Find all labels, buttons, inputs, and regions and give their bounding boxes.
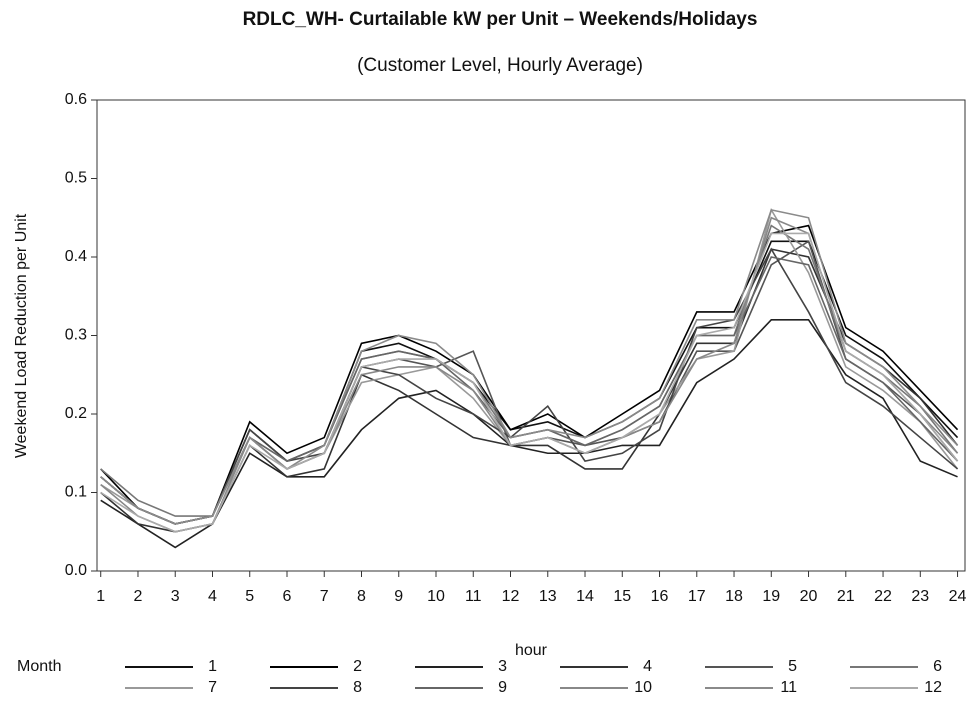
x-tick-label: 18 — [725, 588, 743, 605]
x-axis-label: hour — [515, 642, 548, 659]
x-tick-label: 20 — [800, 588, 818, 605]
series-line — [100, 208, 959, 525]
x-tick-label: 10 — [427, 588, 445, 605]
x-tick-label: 22 — [874, 588, 892, 605]
y-tick-label: 0.6 — [65, 91, 87, 108]
legend-label: 7 — [208, 679, 217, 696]
x-tick-label: 19 — [762, 588, 780, 605]
legend-label: 11 — [780, 679, 797, 696]
x-tick-label: 23 — [911, 588, 929, 605]
x-tick-label: 24 — [949, 588, 967, 605]
x-tick-label: 9 — [394, 588, 403, 605]
x-tick-label: 16 — [651, 588, 669, 605]
series-line — [100, 216, 959, 533]
y-tick-label: 0.1 — [65, 484, 87, 501]
x-tick-label: 14 — [576, 588, 594, 605]
legend-label: 10 — [634, 679, 652, 696]
x-tick-label: 4 — [208, 588, 217, 605]
legend-label: 6 — [933, 658, 942, 675]
legend-label: 1 — [208, 658, 217, 675]
x-tick-label: 3 — [171, 588, 180, 605]
legend-label: 5 — [788, 658, 797, 675]
x-tick-label: 13 — [539, 588, 557, 605]
series-line — [100, 319, 958, 549]
series-line — [100, 247, 959, 525]
x-tick-label: 5 — [245, 588, 254, 605]
x-tick-label: 17 — [688, 588, 706, 605]
x-tick-label: 1 — [96, 588, 105, 605]
x-tick-label: 6 — [283, 588, 292, 605]
x-tick-label: 21 — [837, 588, 855, 605]
y-tick-label: 0.2 — [65, 405, 87, 422]
legend-label: 12 — [924, 679, 942, 696]
plot-frame — [96, 99, 966, 572]
y-tick-label: 0.0 — [65, 562, 87, 579]
x-tick-label: 2 — [134, 588, 143, 605]
series-line — [100, 232, 959, 533]
x-tick-label: 8 — [357, 588, 366, 605]
y-tick-label: 0.3 — [65, 327, 87, 344]
legend-label: 2 — [353, 658, 362, 675]
x-tick-label: 11 — [465, 588, 482, 605]
x-tick-label: 7 — [320, 588, 329, 605]
y-tick-label: 0.4 — [65, 248, 87, 265]
legend-title: Month — [17, 658, 61, 675]
chart-title: RDLC_WH- Curtailable kW per Unit – Weeke… — [243, 9, 758, 30]
y-tick-label: 0.5 — [65, 170, 87, 187]
x-tick-label: 15 — [613, 588, 631, 605]
x-tick-label: 12 — [502, 588, 520, 605]
y-axis-label: Weekend Load Reduction per Unit — [13, 213, 30, 458]
legend-label: 8 — [353, 679, 362, 696]
chart-subtitle: (Customer Level, Hourly Average) — [357, 55, 643, 76]
legend-label: 9 — [498, 679, 507, 696]
legend-label: 3 — [498, 658, 507, 675]
legend-label: 4 — [643, 658, 652, 675]
